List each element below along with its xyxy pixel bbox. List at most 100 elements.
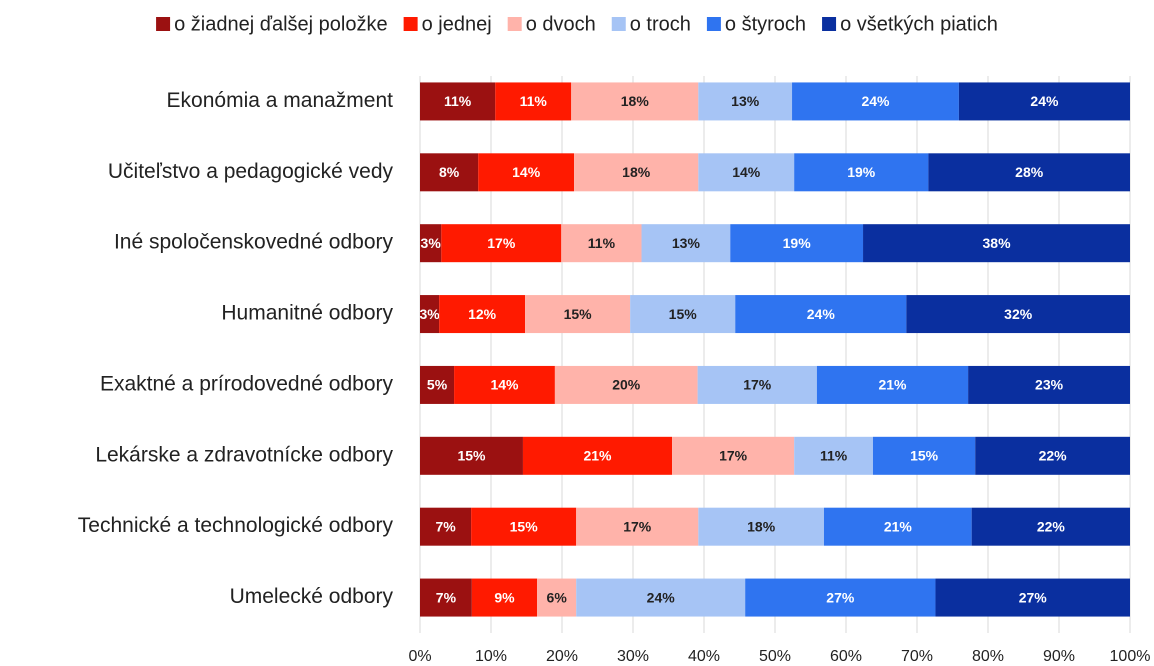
bar-segment	[863, 224, 1130, 263]
value-label: 11%	[444, 93, 472, 109]
bar-segment	[928, 153, 1130, 192]
value-label: 9%	[494, 589, 515, 605]
x-tick-label: 20%	[546, 648, 578, 665]
legend-label: o žiadnej ďalšej položke	[174, 13, 388, 35]
bar-segment	[439, 295, 526, 334]
category-label: Ekonómia a manažment	[167, 89, 394, 112]
bar-segment	[571, 82, 699, 121]
legend-swatch	[706, 17, 721, 31]
category-label: Lekárske a zdravotnícke odbory	[95, 443, 393, 466]
value-label: 3%	[421, 235, 442, 251]
value-label: 17%	[623, 518, 652, 534]
bar-segment	[471, 507, 577, 546]
bar-segment	[420, 224, 442, 263]
value-label: 6%	[547, 589, 568, 605]
bar-segment	[554, 365, 698, 404]
value-label: 15%	[457, 448, 486, 464]
bar-segment	[420, 436, 523, 475]
bar-segment	[641, 224, 731, 263]
legend-swatch	[156, 17, 171, 31]
bar-segment	[420, 365, 455, 404]
x-tick-label: 60%	[830, 648, 862, 665]
bar-segment	[735, 295, 907, 334]
category-label: Exaktné a prírodovedné odbory	[100, 372, 394, 395]
bar-segment	[935, 578, 1130, 617]
x-tick-label: 0%	[408, 648, 431, 665]
x-tick-label: 100%	[1110, 648, 1151, 665]
value-label: 27%	[1019, 589, 1048, 605]
value-label: 24%	[861, 93, 890, 109]
value-label: 18%	[621, 93, 650, 109]
value-label: 22%	[1039, 448, 1068, 464]
legend-swatch	[822, 17, 837, 31]
bar-segment	[698, 82, 793, 121]
value-label: 19%	[847, 164, 876, 180]
value-label: 8%	[439, 164, 460, 180]
bar-segment	[872, 436, 976, 475]
value-label: 15%	[564, 306, 593, 322]
bar-segment	[420, 153, 479, 192]
bar-segment	[420, 507, 472, 546]
bar-segment	[420, 578, 472, 617]
bar-segment	[823, 507, 972, 546]
x-tick-label: 90%	[1043, 648, 1075, 665]
bar-segment	[672, 436, 795, 475]
bar-segment	[794, 153, 929, 192]
value-label: 20%	[612, 377, 641, 393]
value-label: 23%	[1035, 377, 1064, 393]
value-label: 15%	[910, 448, 939, 464]
bar-segment	[441, 224, 562, 263]
bar-segment	[471, 578, 538, 617]
bar-segment	[975, 436, 1130, 475]
bar-segment	[968, 365, 1130, 404]
bar-segment	[454, 365, 555, 404]
bar-segment	[630, 295, 736, 334]
bar-segment	[478, 153, 575, 192]
value-label: 3%	[419, 306, 440, 322]
category-label: Učiteľstvo a pedagogické vedy	[108, 160, 394, 183]
value-label: 15%	[510, 518, 539, 534]
bar-segment	[574, 153, 699, 192]
value-label: 27%	[826, 589, 855, 605]
value-label: 32%	[1004, 306, 1033, 322]
bar-segment	[420, 295, 440, 334]
x-tick-label: 80%	[972, 648, 1004, 665]
value-label: 38%	[983, 235, 1012, 251]
x-tick-label: 10%	[475, 648, 507, 665]
value-label: 11%	[820, 448, 848, 464]
x-tick-label: 30%	[617, 648, 649, 665]
value-label: 24%	[807, 306, 836, 322]
x-tick-label: 50%	[759, 648, 791, 665]
bar-segment	[792, 82, 959, 121]
bar-segment	[561, 224, 642, 263]
bar-segment	[730, 224, 864, 263]
bar-segment	[525, 295, 631, 334]
value-label: 22%	[1037, 518, 1066, 534]
bar-segment	[745, 578, 936, 617]
bar-segment	[971, 507, 1130, 546]
category-label: Umelecké odbory	[230, 585, 394, 608]
value-label: 21%	[583, 448, 612, 464]
value-label: 17%	[487, 235, 516, 251]
value-label: 14%	[512, 164, 541, 180]
bar-segment	[698, 153, 795, 192]
value-label: 14%	[490, 377, 519, 393]
bar-segment	[794, 436, 873, 475]
category-label: Iné spoločenskovedné odbory	[114, 231, 394, 254]
legend-label: o troch	[630, 13, 691, 35]
value-label: 12%	[468, 306, 497, 322]
bar-segment	[537, 578, 577, 617]
value-label: 17%	[743, 377, 772, 393]
category-label: Technické a technologické odbory	[78, 514, 394, 537]
value-label: 7%	[436, 589, 457, 605]
value-label: 11%	[520, 93, 548, 109]
legend-swatch	[403, 17, 418, 31]
x-tick-label: 70%	[901, 648, 933, 665]
value-label: 19%	[783, 235, 812, 251]
value-label: 14%	[732, 164, 761, 180]
legend-swatch	[507, 17, 522, 31]
bar-segment	[816, 365, 969, 404]
value-label: 13%	[731, 93, 760, 109]
bar-segment	[495, 82, 572, 121]
value-label: 21%	[884, 518, 913, 534]
